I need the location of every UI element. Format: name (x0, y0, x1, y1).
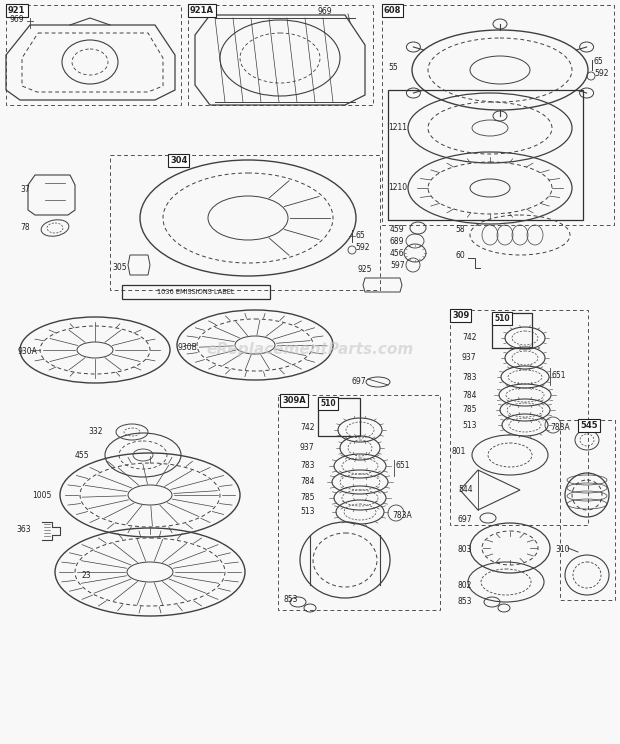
Text: 592: 592 (594, 69, 608, 79)
Text: 545: 545 (580, 421, 598, 430)
Text: 937: 937 (300, 443, 314, 452)
Text: 930A: 930A (18, 347, 38, 356)
Text: 785: 785 (300, 493, 314, 502)
Text: 65: 65 (355, 231, 365, 240)
Text: 784: 784 (300, 478, 314, 487)
Text: 305: 305 (112, 263, 126, 272)
Text: 1036 EMISSIONS LABEL: 1036 EMISSIONS LABEL (157, 289, 235, 295)
Text: 513: 513 (462, 420, 477, 429)
Text: 802: 802 (458, 580, 472, 589)
Text: 456: 456 (390, 249, 405, 258)
Text: 309A: 309A (282, 396, 306, 405)
Text: 784: 784 (462, 391, 477, 400)
Text: 544: 544 (458, 486, 472, 495)
Text: 332: 332 (88, 428, 102, 437)
Text: 742: 742 (462, 333, 477, 342)
Bar (560, 420, 615, 600)
Text: 697: 697 (458, 516, 472, 525)
Bar (388, 90, 583, 220)
Text: 937: 937 (462, 353, 477, 362)
Text: 785: 785 (462, 405, 477, 414)
Text: 23: 23 (82, 571, 92, 580)
Bar (450, 310, 588, 525)
Text: 513: 513 (300, 507, 314, 516)
Text: 455: 455 (75, 451, 90, 460)
Text: 597: 597 (390, 261, 405, 271)
Text: 37: 37 (20, 185, 30, 194)
Text: 651: 651 (396, 461, 410, 470)
Bar (318, 398, 360, 436)
Text: 783A: 783A (550, 423, 570, 432)
Text: 969: 969 (10, 16, 25, 25)
Text: 783: 783 (462, 373, 477, 382)
Text: 801: 801 (452, 447, 466, 457)
Text: 1005: 1005 (32, 490, 51, 499)
Text: 921A: 921A (190, 6, 214, 15)
Text: 921: 921 (8, 6, 25, 15)
Bar (6, 5, 181, 105)
Text: 697: 697 (352, 377, 366, 386)
Text: 783A: 783A (392, 510, 412, 519)
Text: 608: 608 (384, 6, 401, 15)
Text: 783: 783 (300, 461, 314, 470)
Text: 803: 803 (458, 545, 472, 554)
Text: 1211: 1211 (388, 124, 407, 132)
Bar (122, 285, 270, 299)
Text: 60: 60 (455, 251, 465, 260)
Text: 969: 969 (318, 7, 332, 16)
Text: 510: 510 (320, 399, 335, 408)
Bar (382, 5, 614, 225)
Text: 853: 853 (283, 595, 298, 604)
Text: 689: 689 (390, 237, 404, 246)
Text: 1210: 1210 (388, 184, 407, 193)
Text: 304: 304 (170, 156, 187, 165)
Text: 853: 853 (458, 597, 472, 606)
Text: 55: 55 (388, 63, 398, 72)
Bar (278, 395, 440, 610)
Text: 592: 592 (355, 243, 370, 252)
Text: 925: 925 (358, 266, 373, 275)
Text: 459: 459 (390, 225, 405, 234)
Text: eReplacementParts.com: eReplacementParts.com (206, 342, 414, 357)
Bar (492, 313, 532, 348)
Text: 363: 363 (16, 525, 30, 534)
Bar (188, 5, 373, 105)
Text: 309: 309 (452, 311, 469, 320)
Text: 651: 651 (552, 371, 567, 379)
Text: 310: 310 (555, 545, 570, 554)
Text: 742: 742 (300, 423, 314, 432)
Bar (110, 155, 380, 290)
Text: 65: 65 (594, 57, 604, 66)
Text: 78: 78 (20, 223, 30, 232)
Text: 58: 58 (455, 225, 464, 234)
Text: 930B: 930B (178, 342, 198, 351)
Text: 510: 510 (494, 314, 510, 323)
